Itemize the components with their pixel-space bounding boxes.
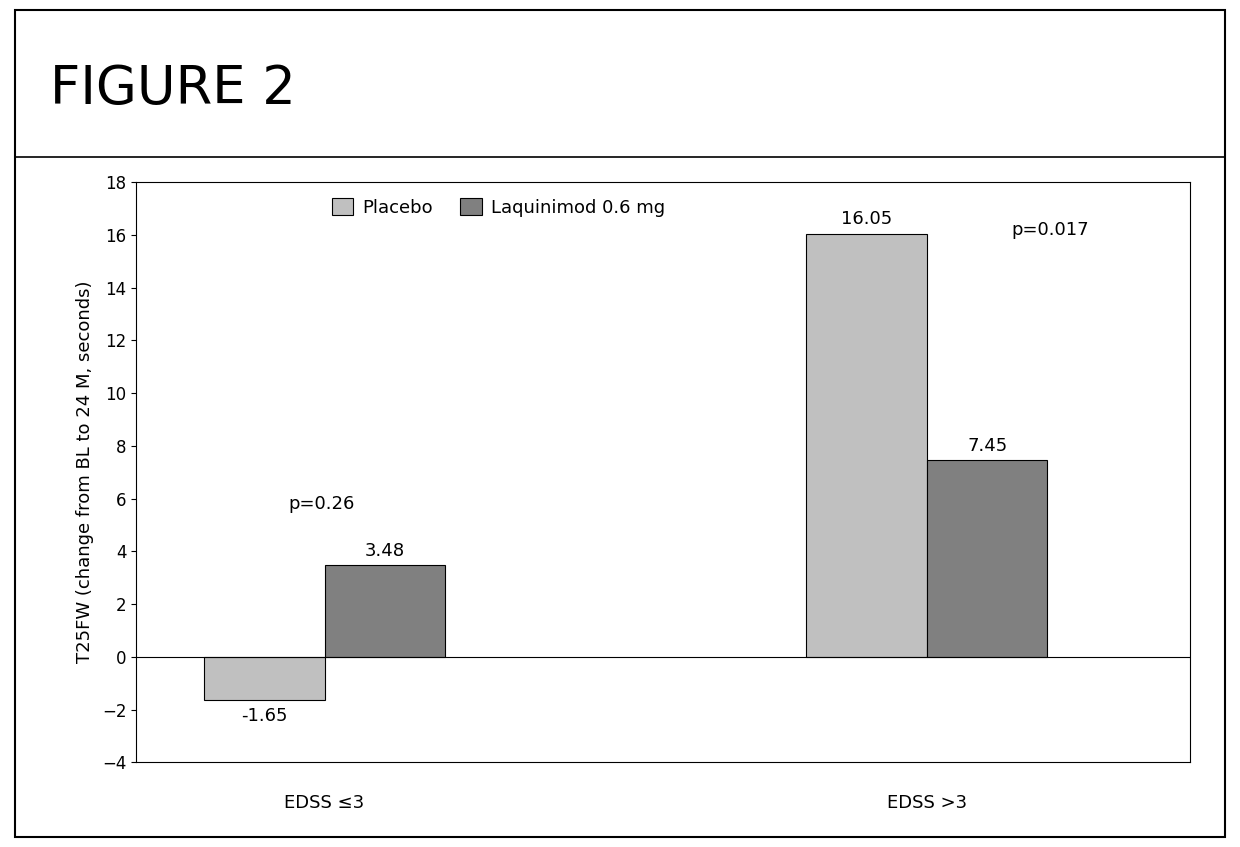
Text: -1.65: -1.65 xyxy=(241,707,288,725)
Text: EDSS ≤3: EDSS ≤3 xyxy=(284,794,365,812)
Bar xyxy=(806,234,926,656)
Legend: Placebo, Laquinimod 0.6 mg: Placebo, Laquinimod 0.6 mg xyxy=(325,191,672,224)
Text: EDSS >3: EDSS >3 xyxy=(887,794,967,812)
Text: 3.48: 3.48 xyxy=(365,542,405,560)
Bar xyxy=(926,460,1048,656)
Text: p=0.26: p=0.26 xyxy=(289,495,355,512)
Bar xyxy=(205,656,325,700)
Text: p=0.017: p=0.017 xyxy=(1011,220,1089,239)
Bar xyxy=(325,565,445,656)
Text: 7.45: 7.45 xyxy=(967,437,1007,455)
Y-axis label: T25FW (change from BL to 24 M, seconds): T25FW (change from BL to 24 M, seconds) xyxy=(76,281,94,663)
Text: 16.05: 16.05 xyxy=(841,210,893,228)
Text: FIGURE 2: FIGURE 2 xyxy=(50,63,295,115)
